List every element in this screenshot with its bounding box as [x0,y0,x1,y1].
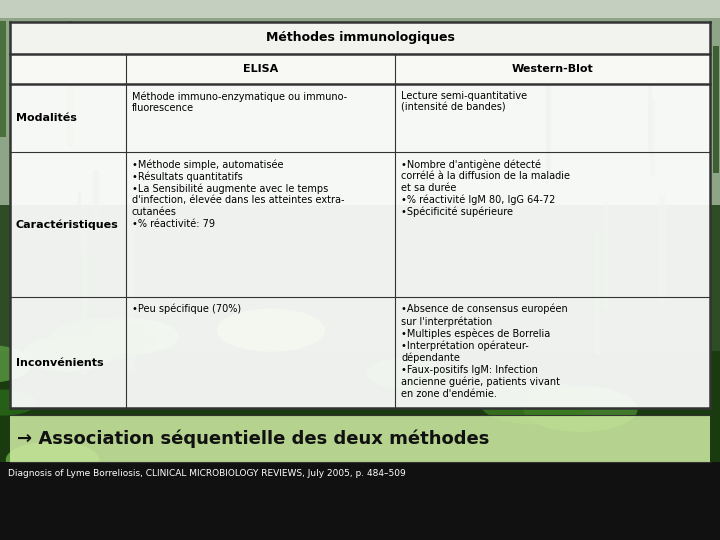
Bar [127,226,135,373]
Bar [713,45,719,173]
Ellipse shape [91,319,179,354]
Text: Méthode immuno-enzymatique ou immuno-
fluorescence: Méthode immuno-enzymatique ou immuno- fl… [132,91,346,113]
Ellipse shape [366,357,446,389]
Ellipse shape [217,308,325,352]
Ellipse shape [479,380,590,424]
Bar [0,205,720,351]
Ellipse shape [50,318,155,360]
Text: Diagnosis of Lyme Borreliosis, CLINICAL MICROBIOLOGY REVIEWS, July 2005, p. 484–: Diagnosis of Lyme Borreliosis, CLINICAL … [8,469,406,478]
Ellipse shape [0,389,37,416]
Text: Modalités: Modalités [16,113,77,123]
Bar [80,252,85,354]
Bar [10,54,710,84]
Text: → Association séquentielle des deux méthodes: → Association séquentielle des deux méth… [17,429,490,448]
Bar [0,18,720,205]
Ellipse shape [634,471,706,501]
Text: Inconvénients: Inconvénients [16,359,104,368]
Text: ELISA: ELISA [243,64,278,74]
Bar [10,415,710,462]
Bar [0,462,720,540]
Text: Western-Blot: Western-Blot [512,64,593,74]
Text: •Peu spécifique (70%): •Peu spécifique (70%) [132,304,240,314]
Bar [68,21,73,147]
Bar [10,22,710,54]
Bar [93,170,99,234]
Bar [81,230,87,375]
Bar [649,100,654,176]
Bar [0,21,6,137]
Text: Méthodes immunologiques: Méthodes immunologiques [266,31,454,44]
Ellipse shape [6,441,99,478]
Bar [546,73,551,173]
Bar [595,233,600,354]
Text: Lecture semi-quantitative
(intensité de bandes): Lecture semi-quantitative (intensité de … [401,91,527,113]
Bar [0,351,720,540]
Ellipse shape [523,386,638,432]
Bar [175,253,181,321]
Bar [10,22,710,408]
Text: Caractéristiques: Caractéristiques [16,219,119,230]
Text: •Méthode simple, automatisée
•Résultats quantitatifs
•La Sensibilité augmente av: •Méthode simple, automatisée •Résultats … [132,159,344,229]
Text: •Absence de consensus européen
sur l'interprétation
•Multiples espèces de Borrel: •Absence de consensus européen sur l'int… [401,304,568,399]
Ellipse shape [23,335,113,372]
Bar [647,86,652,154]
Bar [604,201,608,310]
Bar [78,192,81,307]
Bar [660,195,665,302]
Bar [0,0,720,18]
Ellipse shape [0,345,32,383]
Bar [570,276,575,374]
Ellipse shape [482,501,558,531]
Text: •Nombre d'antigène détecté
corrélé à la diffusion de la maladie
et sa durée
•% r: •Nombre d'antigène détecté corrélé à la … [401,159,570,217]
